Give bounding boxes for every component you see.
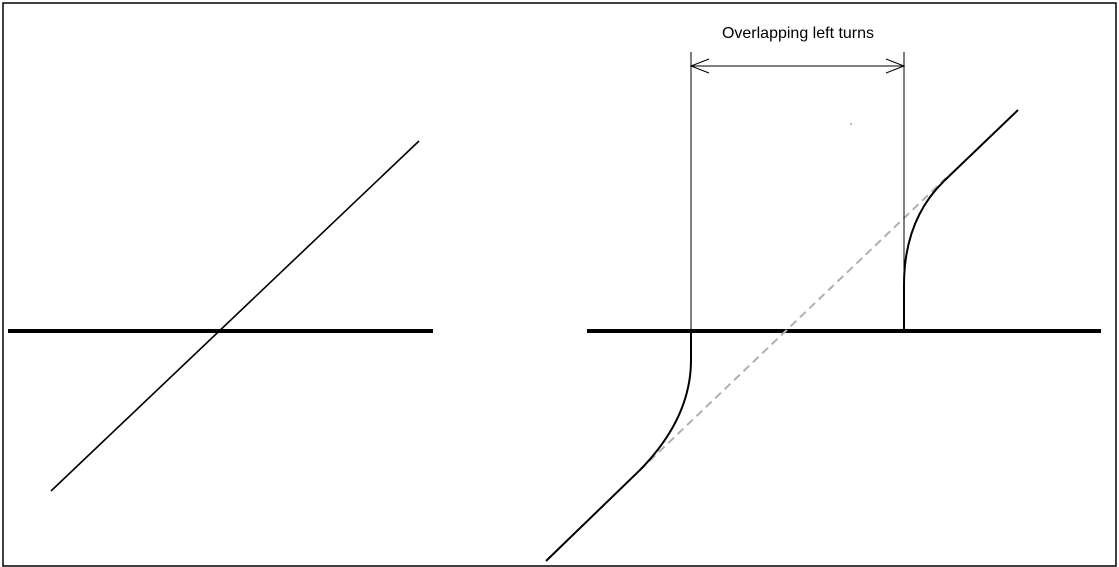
lower-road-curve <box>545 331 692 562</box>
left-diagonal-road <box>50 140 420 492</box>
overlap-label: Overlapping left turns <box>722 25 874 42</box>
left-arrowhead <box>689 58 710 74</box>
right-panel-offset-intersection: Overlapping left turns <box>545 25 1101 562</box>
upper-road-curve <box>903 109 1019 331</box>
dashed-alignment-line <box>639 177 947 471</box>
right-arrowhead <box>885 58 906 74</box>
left-panel-simple-crossing <box>8 140 433 492</box>
stray-dot <box>850 123 852 125</box>
